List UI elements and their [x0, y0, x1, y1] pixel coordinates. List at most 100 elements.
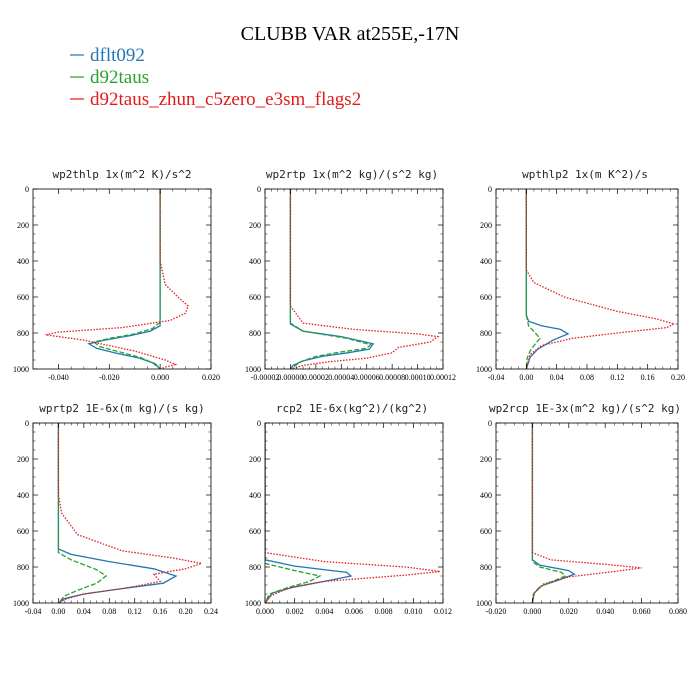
x-tick-label: 0.080 — [669, 607, 687, 616]
x-tick-label: 0.006 — [345, 607, 363, 616]
y-tick-label: 200 — [17, 221, 29, 230]
plot-frame — [264, 422, 444, 604]
series-line-dflt092 — [57, 423, 178, 603]
y-tick-label: 0 — [257, 185, 261, 194]
x-tick-label: 0.08 — [580, 373, 594, 382]
x-tick-label: 0.010 — [404, 607, 422, 616]
y-tick-label: 600 — [249, 293, 261, 302]
y-tick-label: 600 — [17, 527, 29, 536]
plot-frame — [495, 422, 679, 604]
panel-title: wprtp2 1E-6x(m kg)/(s kg) — [39, 402, 205, 415]
series-group — [57, 423, 205, 603]
x-tick-label: 0.00012 — [430, 373, 456, 382]
plot-frame — [32, 422, 212, 604]
x-tick-label: 0.00008 — [379, 373, 405, 382]
legend-label-2: d92taus_zhun_c5zero_e3sm_flags2 — [90, 89, 361, 110]
y-tick-label: 0 — [257, 419, 261, 428]
panel-title: wp2rtp 1x(m^2 kg)/(s^2 kg) — [266, 168, 438, 181]
y-tick-label: 600 — [480, 527, 492, 536]
x-tick-label: 0.004 — [315, 607, 333, 616]
panel-2: wpthlp2 1x(m K^2)/s -0.04 0.00 0.04 0.08 0.12… — [476, 168, 685, 382]
x-tick-label: 0.040 — [596, 607, 614, 616]
x-tick-label: 0.000 — [523, 607, 541, 616]
series-line-d92taus_zhun_c5zero_e3sm_flags2 — [289, 189, 440, 369]
legend-label-1: d92taus — [90, 67, 149, 88]
y-tick-label: 0 — [25, 185, 29, 194]
x-tick-label: 0.04 — [550, 373, 564, 382]
series-line-d92taus_zhun_c5zero_e3sm_flags2 — [57, 423, 205, 603]
y-tick-label: 200 — [480, 455, 492, 464]
series-line-dflt092 — [525, 189, 570, 369]
series-group — [45, 189, 189, 369]
series-line-d92taus — [531, 423, 567, 603]
y-tick-label: 0 — [488, 419, 492, 428]
y-tick-label: 800 — [249, 563, 261, 572]
y-tick-label: 200 — [249, 221, 261, 230]
series-line-d92taus — [92, 189, 161, 369]
y-tick-label: 800 — [17, 563, 29, 572]
y-tick-label: 600 — [249, 527, 261, 536]
panel-0: wp2thlp 1x(m^2 K)/s^2 -0.040 -0.020 0.000 0.… — [13, 168, 220, 382]
x-tick-label: 0.00010 — [405, 373, 431, 382]
series-line-d92taus — [289, 189, 372, 369]
x-tick-label: -0.00002 — [251, 373, 280, 382]
y-tick-label: 200 — [249, 455, 261, 464]
series-line-d92taus — [525, 189, 541, 369]
series-line-dflt092 — [265, 423, 353, 603]
y-tick-label: 600 — [17, 293, 29, 302]
x-tick-label: 0.00 — [51, 607, 65, 616]
x-tick-label: 0.20 — [671, 373, 685, 382]
x-tick-label: 0.16 — [641, 373, 655, 382]
y-tick-label: 1000 — [245, 599, 261, 608]
x-tick-label: -0.040 — [48, 373, 69, 382]
series-line-d92taus_zhun_c5zero_e3sm_flags2 — [525, 189, 677, 369]
x-tick-label: 0.008 — [375, 607, 393, 616]
y-tick-label: 400 — [17, 491, 29, 500]
x-tick-label: 0.002 — [286, 607, 304, 616]
series-line-d92taus — [265, 423, 322, 603]
series-group — [289, 189, 440, 369]
series-line-d92taus_zhun_c5zero_e3sm_flags2 — [531, 423, 642, 603]
x-tick-label: 0.012 — [434, 607, 452, 616]
x-tick-label: 0.000 — [256, 607, 274, 616]
y-tick-label: 600 — [480, 293, 492, 302]
x-tick-label: 0.12 — [128, 607, 142, 616]
y-tick-label: 400 — [480, 491, 492, 500]
figure-title: CLUBB VAR at255E,-17N — [241, 23, 460, 45]
series-line-dflt092 — [87, 189, 161, 369]
series-group — [265, 423, 441, 603]
y-tick-label: 800 — [17, 329, 29, 338]
y-tick-label: 800 — [249, 329, 261, 338]
x-tick-label: -0.04 — [25, 607, 42, 616]
x-tick-label: 0.060 — [633, 607, 651, 616]
y-tick-label: 1000 — [13, 365, 29, 374]
y-tick-label: 0 — [488, 185, 492, 194]
y-tick-label: 400 — [249, 491, 261, 500]
panel-1: wp2rtp 1x(m^2 kg)/(s^2 kg) -0.00002 0.0000… — [245, 168, 456, 382]
x-tick-label: 0.00002 — [303, 373, 329, 382]
y-tick-label: 400 — [17, 257, 29, 266]
y-tick-label: 400 — [480, 257, 492, 266]
x-tick-label: 0.08 — [102, 607, 116, 616]
x-tick-label: -0.020 — [486, 607, 507, 616]
panels: wp2thlp 1x(m^2 K)/s^2-0.040 -0.020 0.000 0.… — [13, 168, 687, 616]
legend: dflt092 d92taus d92taus_zhun_c5zero_e3sm… — [70, 45, 361, 110]
panel-4: rcp2 1E-6x(kg^2)/(kg^2) 0.000 0.002 0.004 0.… — [245, 402, 452, 616]
y-tick-label: 400 — [249, 257, 261, 266]
x-tick-label: 0.12 — [610, 373, 624, 382]
series-group — [525, 189, 677, 369]
x-tick-label: 0.20 — [179, 607, 193, 616]
x-tick-label: 0.04 — [77, 607, 91, 616]
x-tick-label: 0.00004 — [328, 373, 354, 382]
y-tick-label: 1000 — [476, 365, 492, 374]
x-tick-label: 0.000 — [151, 373, 169, 382]
panel-title: rcp2 1E-6x(kg^2)/(kg^2) — [276, 402, 428, 415]
x-tick-label: 0.00 — [519, 373, 533, 382]
x-tick-label: -0.04 — [488, 373, 505, 382]
x-tick-label: 0.16 — [153, 607, 167, 616]
series-line-d92taus_zhun_c5zero_e3sm_flags2 — [45, 189, 189, 369]
y-tick-label: 800 — [480, 329, 492, 338]
y-tick-label: 200 — [480, 221, 492, 230]
panel-title: wpthlp2 1x(m K^2)/s — [522, 168, 648, 181]
